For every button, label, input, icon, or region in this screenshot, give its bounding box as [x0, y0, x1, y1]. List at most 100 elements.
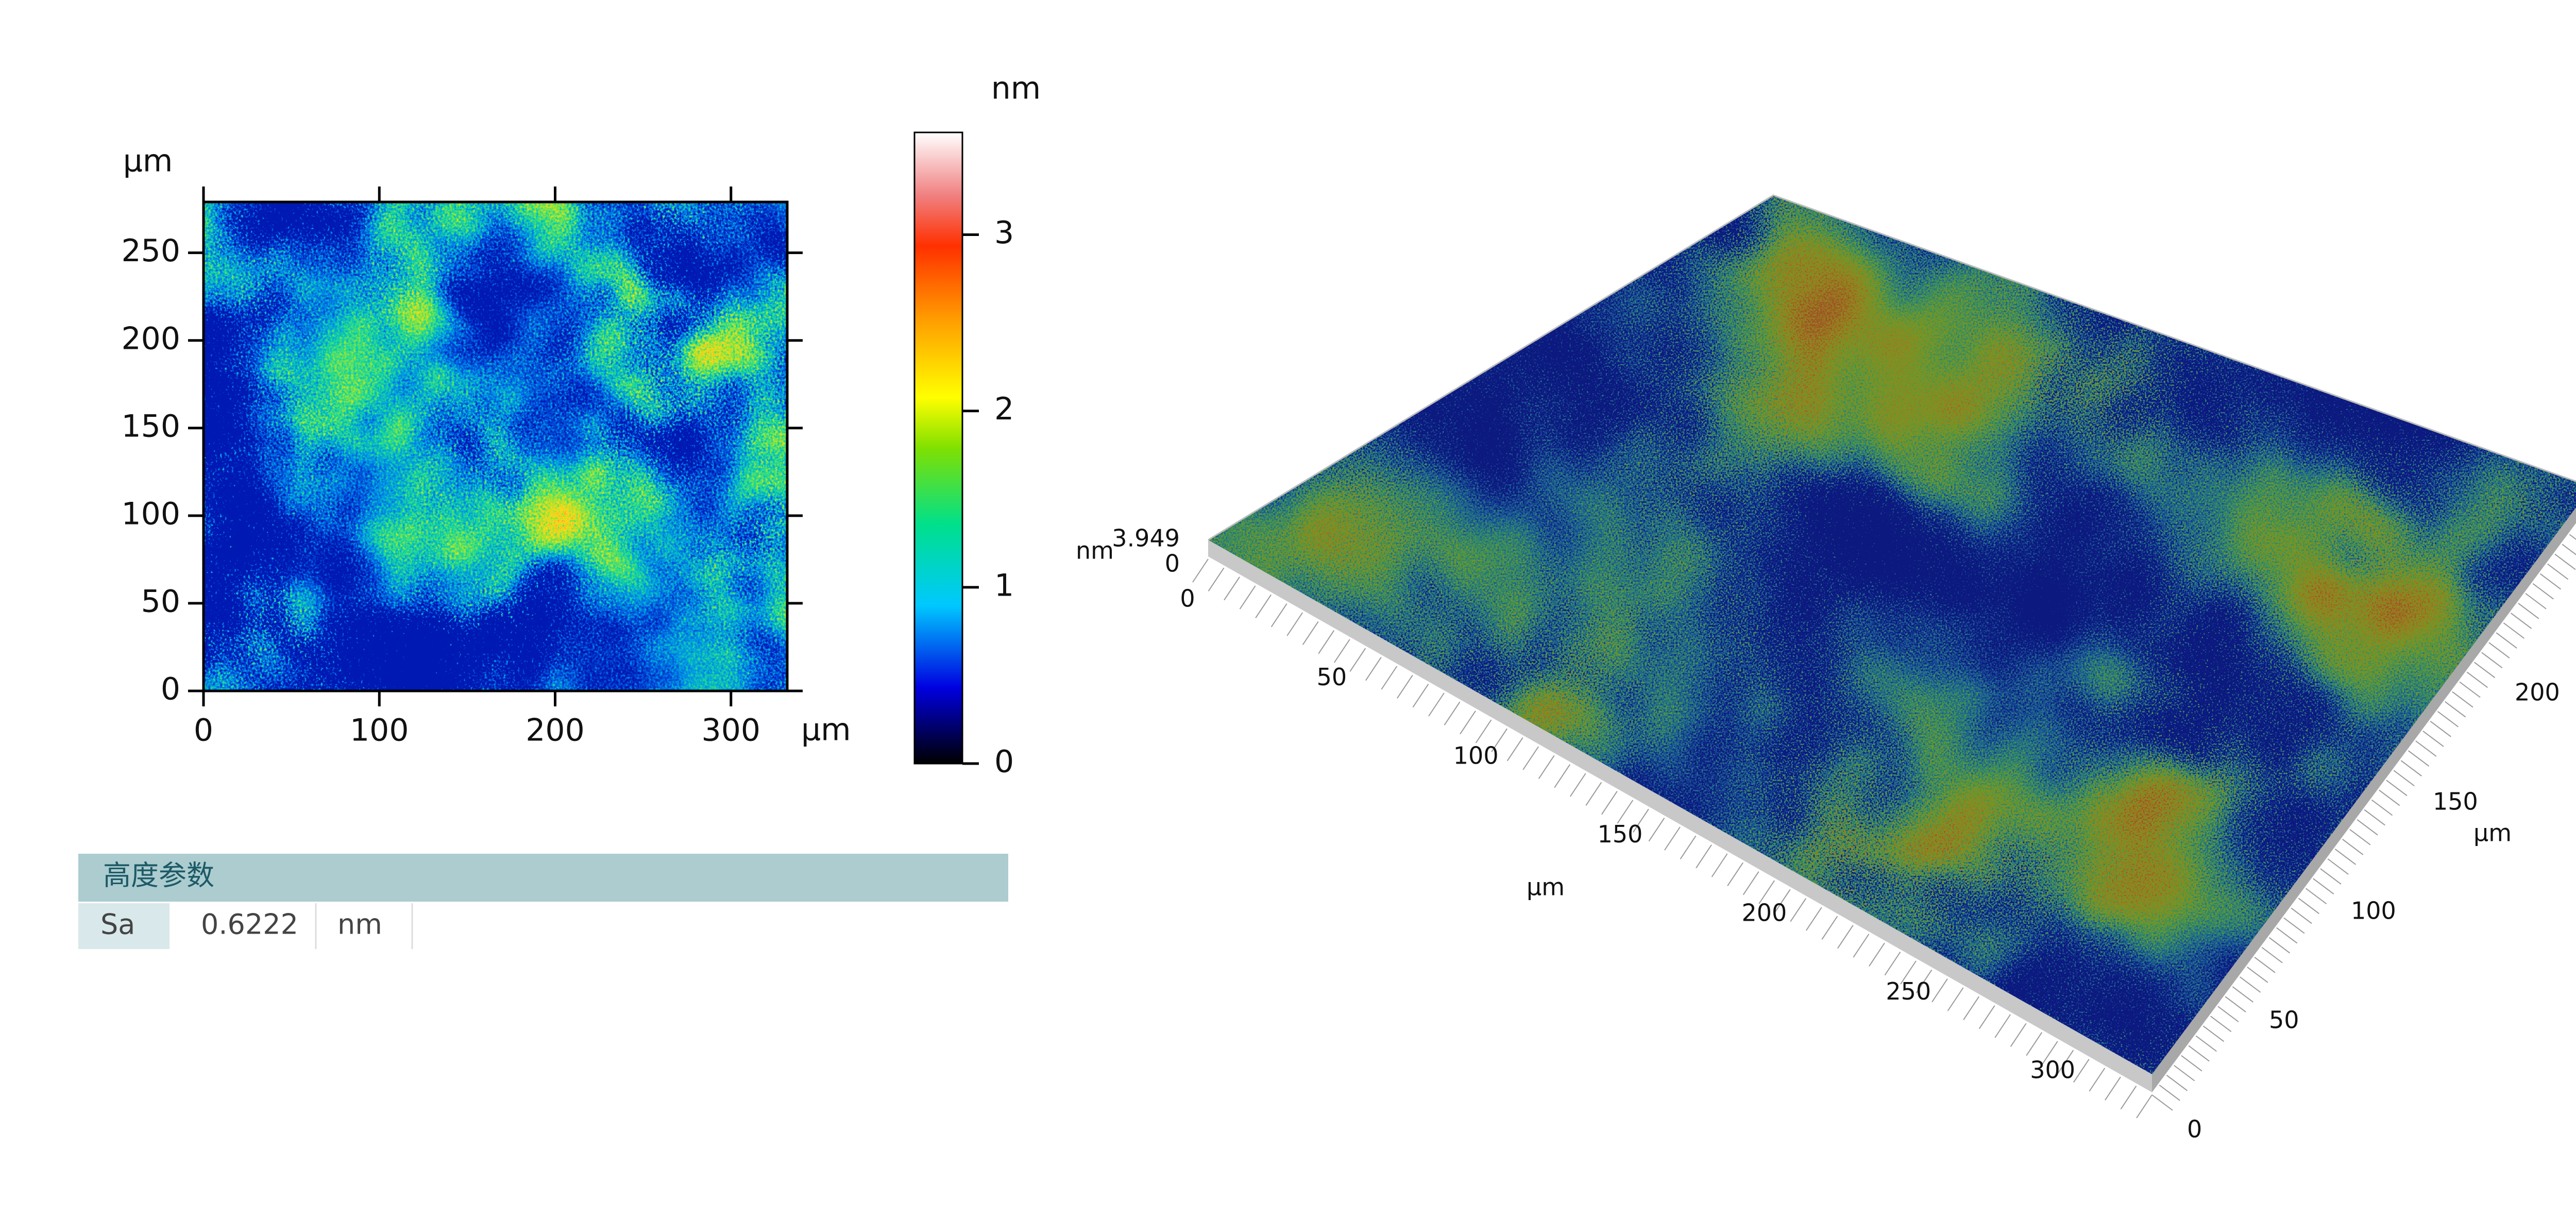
- x-tick-label-3d: 100: [1453, 742, 1499, 770]
- hatch: [2371, 799, 2393, 816]
- hatch: [1522, 746, 1539, 770]
- hatch: [2105, 1076, 2121, 1101]
- hatch: [1758, 880, 1775, 904]
- colorbar-tick-label: 0: [994, 744, 1014, 780]
- hatch: [1255, 594, 1272, 618]
- hatch: [1742, 871, 1759, 895]
- hatch: [1978, 1005, 1995, 1029]
- hatch: [1491, 728, 1507, 752]
- hatch: [2445, 701, 2466, 718]
- x-tick-label-3d: 200: [1741, 899, 1787, 927]
- hatch: [2247, 967, 2268, 983]
- hatch: [2313, 878, 2334, 894]
- hatch: [1633, 808, 1649, 833]
- hatch: [2240, 976, 2261, 993]
- y-tick-label-3d: 50: [2269, 1006, 2299, 1034]
- hatch: [2298, 898, 2319, 915]
- hatch: [2195, 1035, 2217, 1052]
- x-tick-label-3d: 250: [1886, 977, 1931, 1005]
- hatch: [1365, 657, 1382, 681]
- hatch: [1884, 952, 1901, 976]
- hatch: [2518, 603, 2539, 619]
- hatch: [1475, 719, 1492, 743]
- hatch: [2525, 593, 2547, 610]
- y-tick-label-3d: 0: [2187, 1115, 2202, 1143]
- y-tick-label: 150: [121, 408, 180, 444]
- hatch: [2210, 1016, 2232, 1033]
- x-tick-label: 200: [526, 713, 585, 749]
- height-map: [204, 202, 787, 691]
- x-unit: µm: [801, 712, 851, 748]
- y-tick-label: 0: [161, 671, 180, 707]
- hatch: [1947, 987, 1964, 1011]
- table-title: 高度参数: [103, 859, 214, 892]
- hatch: [1916, 969, 1933, 993]
- x-tick-label: 0: [194, 713, 213, 749]
- hatch: [1444, 701, 1461, 725]
- hatch: [2334, 849, 2357, 865]
- hatch: [1790, 898, 1807, 922]
- hatch: [1931, 978, 1948, 1003]
- hatch: [2261, 946, 2283, 963]
- hatch: [1648, 818, 1665, 842]
- hatch: [2254, 957, 2276, 973]
- hatch: [2569, 534, 2576, 540]
- hatch: [1286, 612, 1303, 636]
- hatch: [2379, 789, 2400, 806]
- hatch: [1239, 585, 1256, 610]
- y-tick-label: 50: [141, 584, 180, 620]
- param-name: Sa: [100, 908, 135, 941]
- hatch: [2554, 553, 2576, 570]
- colorbar-tick-label: 1: [994, 567, 1014, 603]
- hatch: [2073, 1059, 2090, 1083]
- hatch: [1412, 684, 1429, 708]
- map-frame: [202, 200, 789, 692]
- hatch: [2026, 1032, 2043, 1056]
- hatch: [2562, 544, 2576, 555]
- hatch: [2437, 711, 2459, 728]
- y-tick-label-3d: 150: [2433, 788, 2478, 816]
- x-tick-label-3d: 150: [1598, 820, 1643, 848]
- hatch: [2539, 573, 2562, 590]
- hatch: [1270, 603, 1287, 628]
- y-tick-label: 100: [121, 496, 180, 532]
- hatch: [1428, 692, 1445, 717]
- y-tick-label-3d: 200: [2515, 679, 2560, 706]
- hatch: [1696, 844, 1712, 869]
- x-tick-label: 300: [702, 713, 761, 749]
- hatch: [2357, 819, 2378, 836]
- hatch: [1680, 835, 1697, 859]
- hatch: [2422, 731, 2444, 747]
- param-unit: nm: [337, 908, 382, 941]
- hatch: [2466, 671, 2488, 688]
- hatch: [2283, 917, 2305, 934]
- hatch: [2503, 622, 2524, 639]
- hatch: [2320, 868, 2342, 885]
- hatch: [1585, 782, 1602, 806]
- hatch: [2151, 1094, 2173, 1111]
- hatch: [1617, 800, 1634, 824]
- y-unit: µm: [123, 143, 173, 179]
- hatch: [1538, 755, 1555, 779]
- hatch: [1837, 925, 1854, 949]
- hatch: [2136, 1094, 2153, 1119]
- axis-hatching: [1192, 534, 2576, 1119]
- x-tick-label-3d: 300: [2030, 1056, 2075, 1084]
- hatch: [1805, 907, 1822, 931]
- param-value: 0.6222: [201, 908, 298, 941]
- hatch: [1333, 639, 1350, 663]
- hatch: [1569, 773, 1586, 797]
- x-unit-3d: µm: [1527, 873, 1565, 901]
- hatch: [2496, 632, 2517, 649]
- colorbar-tick-label: 3: [994, 215, 1014, 251]
- hatch: [2225, 996, 2246, 1012]
- hatch: [2268, 937, 2291, 954]
- hatch: [2181, 1055, 2202, 1072]
- surface-side: [1208, 540, 2152, 1092]
- hatch: [2452, 691, 2473, 708]
- hatch: [2364, 809, 2385, 826]
- hatch: [1506, 737, 1523, 762]
- hatch: [2120, 1086, 2137, 1110]
- hatch: [1869, 942, 1885, 967]
